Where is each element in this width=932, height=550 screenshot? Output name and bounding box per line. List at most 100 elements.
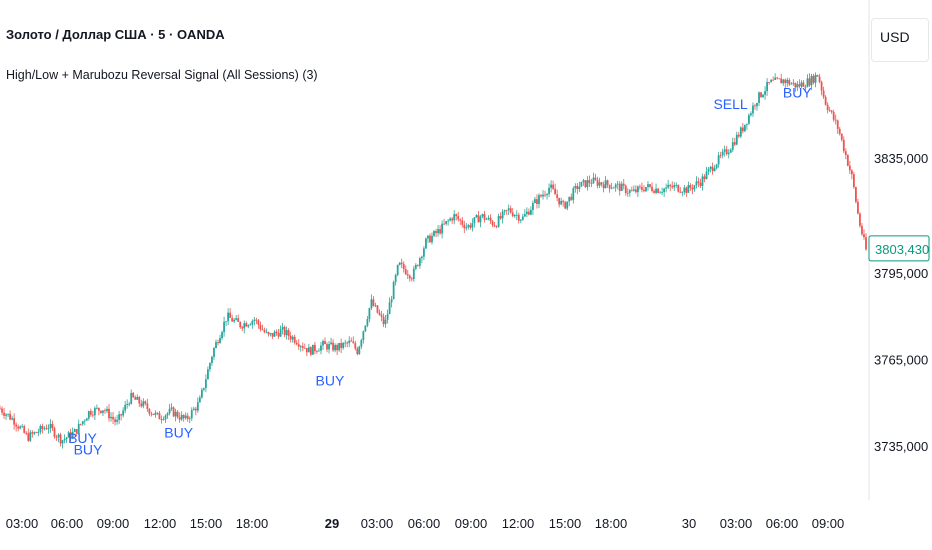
candle: [209, 362, 211, 372]
candle: [618, 181, 621, 196]
candle: [350, 337, 353, 342]
candle: [223, 316, 225, 337]
candle: [558, 197, 561, 208]
candle: [681, 191, 684, 197]
candle: [53, 426, 56, 439]
candle: [810, 73, 813, 91]
candle: [245, 321, 248, 327]
candle: [435, 228, 437, 238]
candle: [814, 72, 817, 88]
candle: [255, 317, 258, 325]
x-tick-label: 18:00: [236, 516, 269, 531]
candle: [796, 80, 799, 91]
candle: [808, 73, 811, 88]
candle: [51, 420, 54, 432]
candle: [59, 432, 62, 447]
candle: [265, 328, 268, 334]
candle: [840, 133, 843, 142]
symbol-title[interactable]: Золото / Доллар США · 5 · OANDA: [6, 27, 225, 42]
candle: [630, 186, 633, 192]
candle: [693, 184, 696, 192]
candle: [112, 411, 114, 424]
candle: [733, 137, 736, 147]
candle: [184, 412, 187, 420]
candle: [63, 434, 66, 444]
last-price-tag: [868, 235, 930, 262]
candle: [752, 102, 754, 117]
signal-label: BUY: [783, 85, 812, 101]
y-tick-label: 3795,000: [874, 266, 928, 281]
candle: [634, 185, 637, 194]
candle: [735, 131, 738, 146]
candle: [160, 415, 163, 424]
candle: [469, 222, 472, 230]
candle: [661, 187, 664, 196]
candle: [144, 400, 147, 406]
candle: [134, 395, 137, 400]
candle: [267, 331, 270, 337]
candle: [384, 315, 387, 328]
candle: [263, 327, 266, 334]
candle: [624, 184, 627, 196]
candle: [29, 429, 32, 443]
candle: [538, 193, 540, 209]
indicator-legend[interactable]: High/Low + Marubozu Reversal Signal (All…: [6, 68, 318, 82]
candle: [857, 198, 859, 215]
candle: [745, 123, 748, 130]
candle: [285, 326, 288, 340]
candle: [439, 225, 441, 235]
candle: [582, 178, 585, 186]
candle: [441, 220, 443, 239]
currency-button[interactable]: USD: [871, 18, 929, 62]
candle: [229, 307, 232, 318]
candle: [140, 399, 143, 408]
candle: [564, 200, 567, 210]
candle: [89, 408, 92, 417]
candle: [471, 218, 474, 232]
candle: [217, 339, 219, 346]
candle: [358, 345, 361, 355]
candle: [213, 346, 215, 360]
candle: [554, 183, 557, 195]
candle: [762, 93, 764, 99]
candle: [344, 339, 347, 348]
candle: [641, 182, 643, 193]
candle: [279, 325, 282, 338]
candle: [804, 84, 807, 92]
candle: [709, 165, 712, 173]
candle: [324, 337, 326, 345]
candle: [540, 194, 542, 198]
candle: [657, 187, 659, 194]
candle: [83, 419, 86, 426]
candle: [546, 192, 548, 200]
candle: [832, 109, 835, 122]
candle: [673, 182, 676, 192]
signal-label: BUY: [164, 424, 193, 440]
candle: [616, 180, 619, 190]
candle: [748, 113, 750, 125]
y-tick-label: 3765,000: [874, 353, 928, 368]
x-tick-label: 29: [325, 516, 339, 531]
candle: [511, 208, 514, 218]
candle: [376, 305, 379, 314]
candle: [71, 427, 74, 440]
candle: [725, 146, 728, 156]
candle: [758, 91, 760, 106]
candle: [513, 214, 516, 218]
x-tick-label: 09:00: [455, 516, 488, 531]
candle: [737, 131, 740, 139]
candle: [196, 397, 199, 413]
candle: [863, 229, 865, 240]
candle: [15, 422, 18, 432]
candle: [768, 81, 771, 85]
candle: [180, 411, 183, 421]
candle: [293, 334, 296, 345]
candle: [11, 415, 14, 421]
candle: [701, 173, 704, 191]
candle: [697, 177, 700, 187]
candle: [61, 439, 64, 449]
candle: [148, 408, 151, 417]
candle: [386, 309, 389, 324]
candle: [576, 182, 579, 195]
